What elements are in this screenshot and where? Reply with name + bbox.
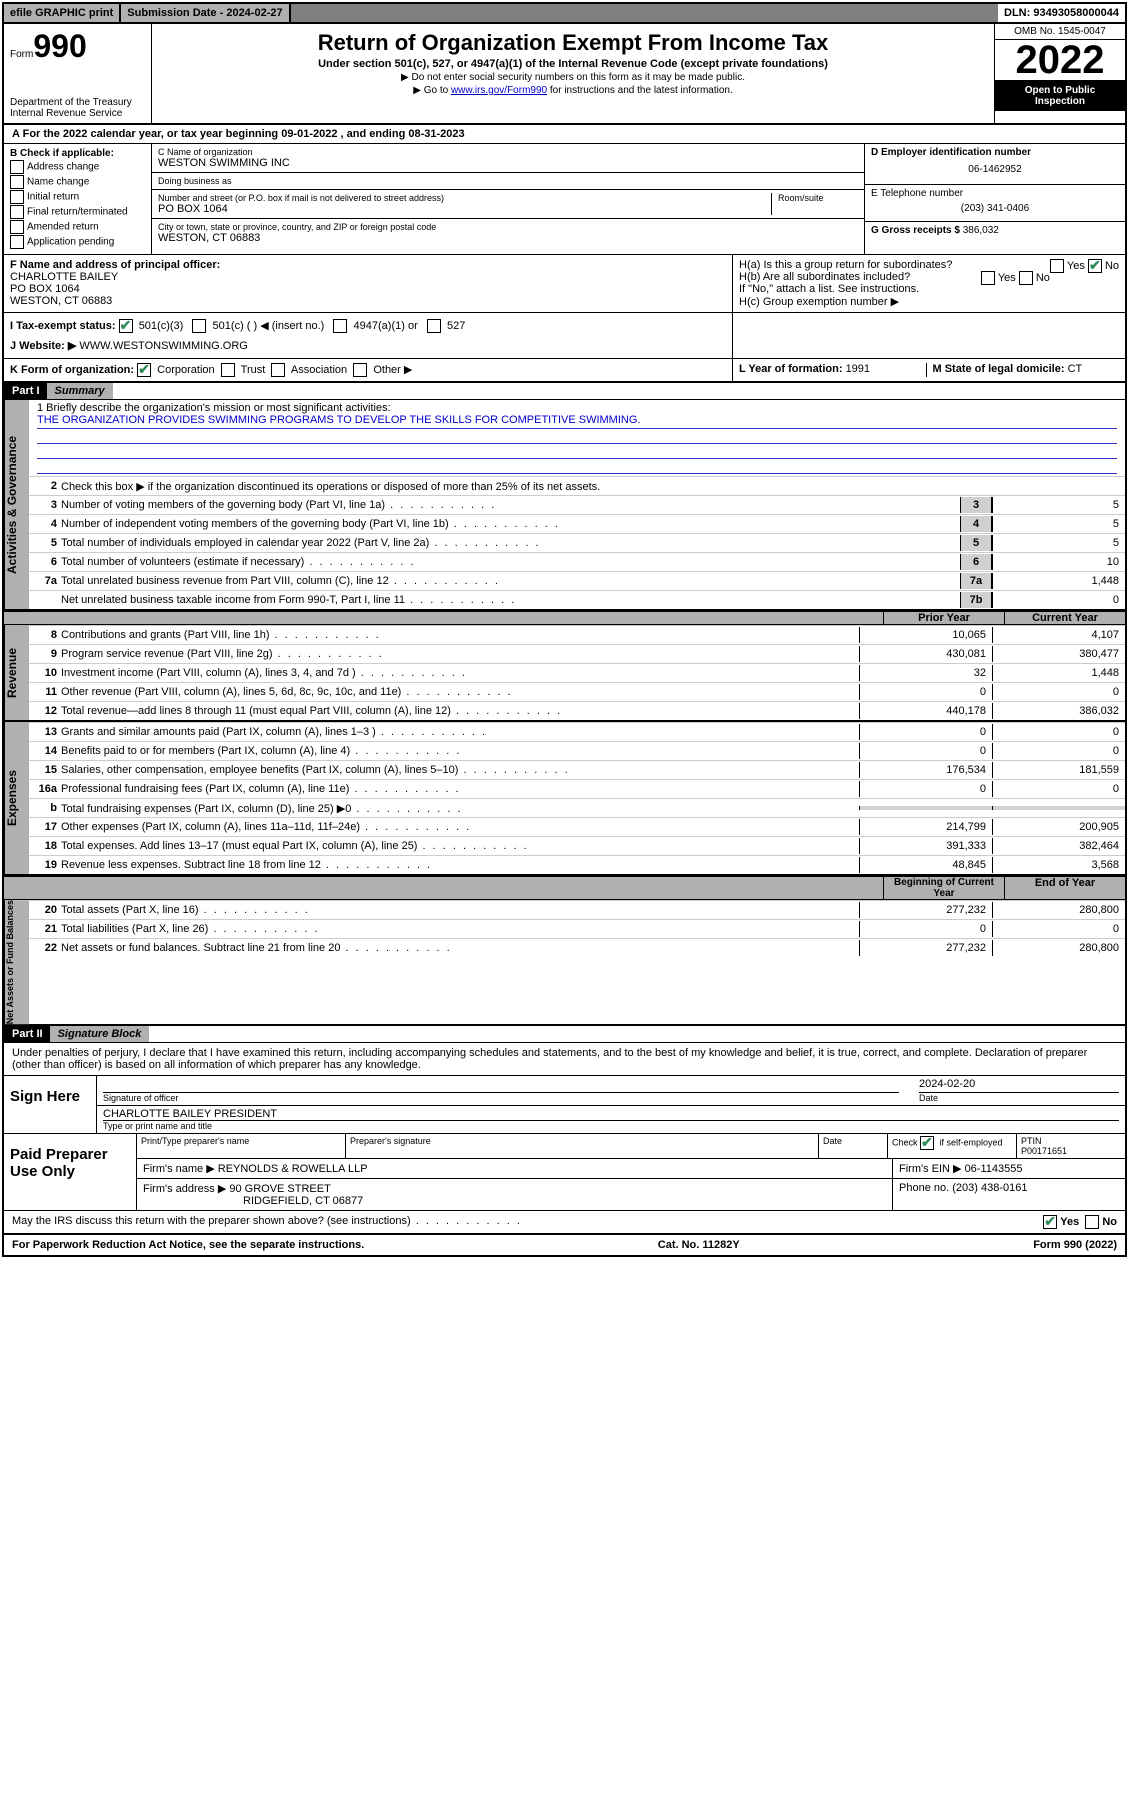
prior-current-header: Prior Year Current Year — [4, 611, 1125, 625]
street: PO BOX 1064 — [158, 203, 771, 215]
check-yes-discuss[interactable] — [1043, 1215, 1057, 1229]
irs-link[interactable]: www.irs.gov/Form990 — [451, 85, 547, 96]
data-line: 16aProfessional fundraising fees (Part I… — [29, 779, 1125, 798]
data-line: 14Benefits paid to or for members (Part … — [29, 741, 1125, 760]
check-app-pending[interactable]: Application pending — [10, 235, 145, 249]
vert-netassets: Net Assets or Fund Balances — [4, 900, 29, 1024]
box-c: C Name of organization WESTON SWIMMING I… — [152, 144, 865, 254]
begin-end-header: Beginning of Current Year End of Year — [4, 876, 1125, 900]
part1-header: Part ISummary — [4, 383, 1125, 400]
governance-section: Activities & Governance 1 Briefly descri… — [4, 400, 1125, 611]
revenue-section: Revenue 8Contributions and grants (Part … — [4, 625, 1125, 722]
title-column: Return of Organization Exempt From Incom… — [152, 24, 995, 123]
check-name-change[interactable]: Name change — [10, 175, 145, 189]
data-line: 22Net assets or fund balances. Subtract … — [29, 938, 1125, 957]
form-number-box: Form990 Department of the Treasury Inter… — [4, 24, 152, 123]
ein: 06-1462952 — [871, 158, 1119, 181]
check-amended[interactable]: Amended return — [10, 220, 145, 234]
check-self-employed[interactable] — [920, 1136, 934, 1150]
data-line: 17Other expenses (Part IX, column (A), l… — [29, 817, 1125, 836]
dept-treasury: Department of the Treasury Internal Reve… — [10, 97, 145, 119]
check-address-change[interactable]: Address change — [10, 160, 145, 174]
firm-name: REYNOLDS & ROWELLA LLP — [218, 1163, 368, 1175]
org-name: WESTON SWIMMING INC — [158, 157, 858, 169]
box-h: H(a) Is this a group return for subordin… — [733, 255, 1125, 312]
efile-print-button[interactable]: efile GRAPHIC print — [4, 4, 121, 22]
tax-year: 2022 — [995, 40, 1125, 81]
tax-year-line: A For the 2022 calendar year, or tax yea… — [4, 125, 1125, 144]
row-i-j: I Tax-exempt status: 501(c)(3) 501(c) ( … — [4, 313, 1125, 359]
gov-line: Net unrelated business taxable income fr… — [29, 590, 1125, 609]
data-line: 15Salaries, other compensation, employee… — [29, 760, 1125, 779]
top-bar: efile GRAPHIC print Submission Date - 20… — [4, 4, 1125, 24]
data-line: 10Investment income (Part VIII, column (… — [29, 663, 1125, 682]
may-discuss: May the IRS discuss this return with the… — [4, 1211, 1125, 1235]
mission: 1 Briefly describe the organization's mi… — [29, 400, 1125, 476]
data-line: 20Total assets (Part X, line 16) 277,232… — [29, 900, 1125, 919]
data-line: 18Total expenses. Add lines 13–17 (must … — [29, 836, 1125, 855]
city: WESTON, CT 06883 — [158, 232, 858, 244]
gov-line: 5Total number of individuals employed in… — [29, 533, 1125, 552]
data-line: 12Total revenue—add lines 8 through 11 (… — [29, 701, 1125, 720]
check-final-return[interactable]: Final return/terminated — [10, 205, 145, 219]
vert-governance: Activities & Governance — [4, 400, 29, 609]
signature-block: Under penalties of perjury, I declare th… — [4, 1043, 1125, 1235]
box-d-e-g: D Employer identification number 06-1462… — [865, 144, 1125, 254]
officer-name: CHARLOTTE BAILEY PRESIDENT — [103, 1108, 1119, 1121]
gov-line: 7aTotal unrelated business revenue from … — [29, 571, 1125, 590]
paid-preparer-label: Paid Preparer Use Only — [4, 1134, 137, 1210]
data-line: 21Total liabilities (Part X, line 26) 00 — [29, 919, 1125, 938]
expenses-section: Expenses 13Grants and similar amounts pa… — [4, 722, 1125, 876]
part2-header: Part IISignature Block — [4, 1026, 1125, 1043]
form-990-page: efile GRAPHIC print Submission Date - 20… — [2, 2, 1127, 1257]
data-line: bTotal fundraising expenses (Part IX, co… — [29, 798, 1125, 817]
declaration: Under penalties of perjury, I declare th… — [4, 1043, 1125, 1076]
form-header: Form990 Department of the Treasury Inter… — [4, 24, 1125, 125]
data-line: 11Other revenue (Part VIII, column (A), … — [29, 682, 1125, 701]
data-line: 8Contributions and grants (Part VIII, li… — [29, 625, 1125, 644]
data-line: 19Revenue less expenses. Subtract line 1… — [29, 855, 1125, 874]
gov-line: 3Number of voting members of the governi… — [29, 495, 1125, 514]
right-column: OMB No. 1545-0047 2022 Open to Public In… — [995, 24, 1125, 123]
netassets-section: Net Assets or Fund Balances 20Total asse… — [4, 900, 1125, 1026]
submission-date: Submission Date - 2024-02-27 — [121, 4, 290, 22]
check-501c3[interactable] — [119, 319, 133, 333]
gov-line: 6Total number of volunteers (estimate if… — [29, 552, 1125, 571]
subtitle: Under section 501(c), 527, or 4947(a)(1)… — [156, 58, 990, 70]
vert-expenses: Expenses — [4, 722, 29, 874]
check-corporation[interactable] — [137, 363, 151, 377]
box-f: F Name and address of principal officer:… — [4, 255, 733, 312]
dln: DLN: 93493058000044 — [998, 4, 1125, 22]
open-inspection: Open to Public Inspection — [995, 81, 1125, 111]
form-title: Return of Organization Exempt From Incom… — [156, 30, 990, 56]
goto-note: ▶ Go to www.irs.gov/Form990 for instruct… — [156, 85, 990, 96]
gov-line: 4Number of independent voting members of… — [29, 514, 1125, 533]
gross-receipts: 386,032 — [963, 225, 999, 236]
phone: (203) 341-0406 — [871, 199, 1119, 218]
row-k-l-m: K Form of organization: Corporation Trus… — [4, 359, 1125, 383]
data-line: 9Program service revenue (Part VIII, lin… — [29, 644, 1125, 663]
info-block: B Check if applicable: Address change Na… — [4, 144, 1125, 255]
website: WWW.WESTONSWIMMING.ORG — [79, 340, 247, 352]
vert-revenue: Revenue — [4, 625, 29, 720]
data-line: 13Grants and similar amounts paid (Part … — [29, 722, 1125, 741]
box-b: B Check if applicable: Address change Na… — [4, 144, 152, 254]
sign-here-label: Sign Here — [4, 1076, 97, 1133]
ssn-note: ▶ Do not enter social security numbers o… — [156, 72, 990, 83]
row-f-h: F Name and address of principal officer:… — [4, 255, 1125, 313]
page-footer: For Paperwork Reduction Act Notice, see … — [4, 1235, 1125, 1255]
check-initial-return[interactable]: Initial return — [10, 190, 145, 204]
